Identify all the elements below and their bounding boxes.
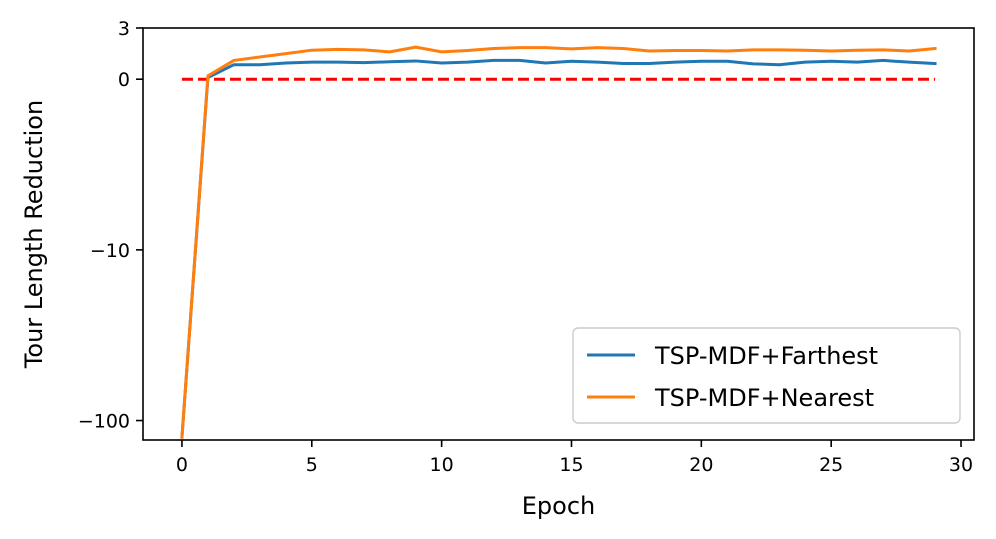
plot-area [142,27,975,441]
y-tick-label: 3 [118,18,130,40]
x-tick-label: 15 [559,454,583,476]
x-tick-label: 30 [949,454,973,476]
x-tick-label: 20 [689,454,713,476]
legend: TSP-MDF+Farthest TSP-MDF+Nearest [572,327,961,424]
x-tick-label: 25 [819,454,843,476]
x-tick-label: 0 [176,454,188,476]
legend-label-2: TSP-MDF+Nearest [654,384,874,412]
plot-frame [142,27,975,441]
x-axis-title: Epoch [522,492,596,520]
y-axis-title: Tour Length Reduction [20,100,48,369]
y-tick-label: −10 [90,240,130,262]
x-tick-label: 10 [430,454,454,476]
legend-label-1: TSP-MDF+Farthest [654,342,878,370]
x-tick-label: 5 [306,454,318,476]
y-tick-label: −100 [78,411,130,433]
legend-box [572,327,961,424]
series-line-1 [180,58,937,439]
series-line-2 [180,45,937,439]
y-tick-label: 0 [118,69,130,91]
